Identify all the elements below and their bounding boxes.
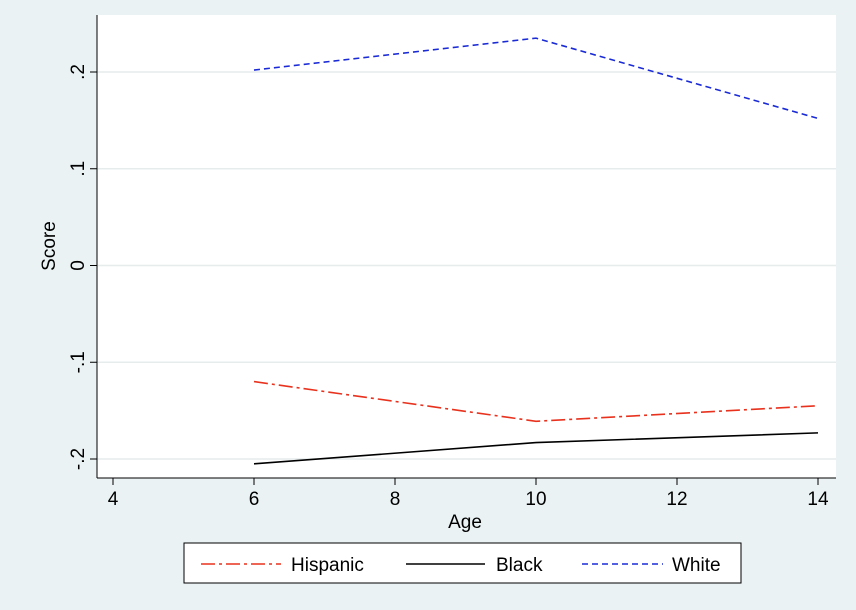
gridlines <box>97 71 836 460</box>
y-tick-label: -.2 <box>68 448 89 470</box>
y-axis-title: Score <box>39 221 60 271</box>
x-tick-label: 4 <box>108 489 119 510</box>
axes <box>96 15 836 479</box>
x-tick-label: 10 <box>525 489 546 510</box>
legend-label-black: Black <box>496 555 543 576</box>
x-tick-label: 6 <box>249 489 260 510</box>
series-lines <box>253 37 819 465</box>
x-tick-label: 14 <box>807 489 829 510</box>
y-tick-label: .2 <box>68 64 89 80</box>
axis-ticks: -.2 -.1 0 .1 .2 4 6 8 10 12 14 <box>68 64 829 510</box>
y-tick-label: 0 <box>68 260 89 271</box>
legend: Hispanic Black White <box>183 542 742 584</box>
series-line-black <box>253 432 819 465</box>
x-tick-label: 8 <box>390 489 401 510</box>
x-axis-title: Age <box>448 512 482 533</box>
legend-label-white: White <box>672 555 721 576</box>
legend-box <box>183 542 742 584</box>
y-tick-label: -.1 <box>68 351 89 373</box>
legend-label-hispanic: Hispanic <box>291 555 364 576</box>
y-tick-label: .1 <box>68 161 89 177</box>
series-line-hispanic <box>253 380 819 423</box>
x-tick-label: 12 <box>666 489 687 510</box>
series-line-white <box>253 37 819 120</box>
plot-background <box>97 15 836 478</box>
